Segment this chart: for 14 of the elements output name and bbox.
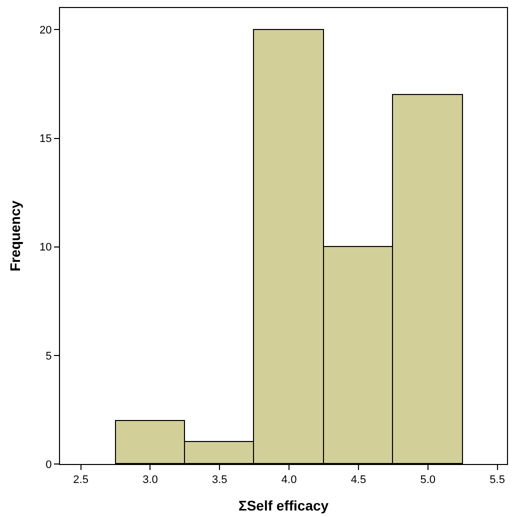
- x-tick-label: 4.5: [350, 474, 366, 486]
- x-tick-label: 3.0: [142, 474, 158, 486]
- x-tick-label: 2.5: [73, 474, 88, 486]
- y-tick-label: 10: [40, 242, 52, 254]
- x-tick-label: 5.0: [420, 474, 436, 486]
- y-tick-label: 20: [40, 24, 52, 37]
- y-axis-title: Frequency: [7, 200, 24, 272]
- y-tick-label: 5: [46, 350, 52, 362]
- x-tick-label: 5.5: [490, 474, 505, 486]
- y-tick-label: 15: [40, 133, 52, 146]
- y-tick-label: 0: [46, 458, 52, 471]
- x-axis-title: ΣSelf efficacy: [238, 498, 329, 514]
- x-tick-label: 3.5: [212, 474, 228, 486]
- x-tick-label: 4.0: [281, 474, 297, 486]
